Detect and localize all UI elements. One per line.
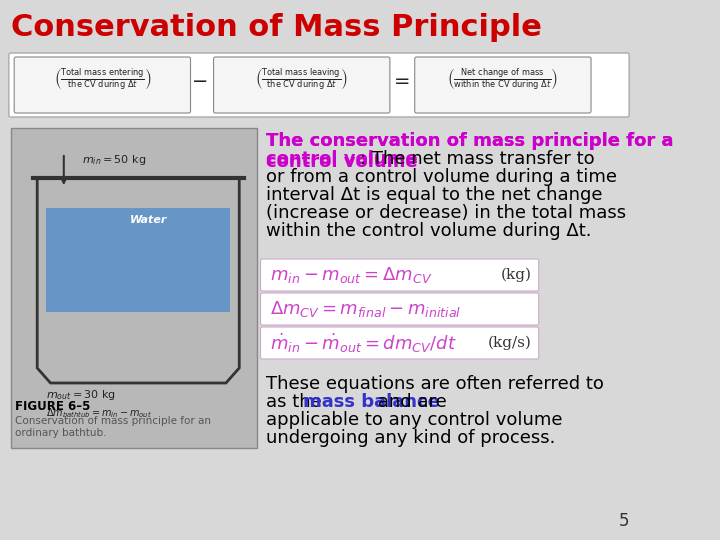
Text: The conservation of mass principle for a: The conservation of mass principle for a — [266, 132, 673, 150]
FancyBboxPatch shape — [9, 53, 629, 117]
Text: $m_{in} = 50\ \mathrm{kg}$: $m_{in} = 50\ \mathrm{kg}$ — [81, 153, 145, 167]
Text: and are: and are — [372, 393, 447, 411]
Text: 5: 5 — [618, 512, 629, 530]
FancyBboxPatch shape — [14, 57, 191, 113]
Text: $\left(\frac{\mathrm{Net\ change\ of\ mass}}{\mathrm{within\ the\ CV\ during\ }\: $\left(\frac{\mathrm{Net\ change\ of\ ma… — [447, 66, 559, 92]
Text: or from a control volume during a time: or from a control volume during a time — [266, 168, 617, 186]
Text: undergoing any kind of process.: undergoing any kind of process. — [266, 429, 555, 447]
Text: applicable to any control volume: applicable to any control volume — [266, 411, 562, 429]
Text: FIGURE 6–5: FIGURE 6–5 — [15, 400, 91, 413]
Text: $\Delta m_{bathtub} = m_{in} - m_{out}$: $\Delta m_{bathtub} = m_{in} - m_{out}$ — [46, 406, 152, 420]
Text: within the control volume during Δt.: within the control volume during Δt. — [266, 222, 591, 240]
Text: Conservation of mass principle for an: Conservation of mass principle for an — [15, 416, 211, 426]
FancyBboxPatch shape — [261, 327, 539, 359]
Text: (kg/s): (kg/s) — [487, 336, 531, 350]
FancyBboxPatch shape — [261, 293, 539, 325]
Text: $-$: $-$ — [192, 70, 207, 89]
Text: Water: Water — [130, 215, 167, 225]
Text: ordinary bathtub.: ordinary bathtub. — [15, 428, 107, 438]
Text: These equations are often referred to: These equations are often referred to — [266, 375, 603, 393]
Text: $\Delta m_{CV} = m_{final} - m_{initial}$: $\Delta m_{CV} = m_{final} - m_{initial}… — [270, 299, 462, 319]
Text: The conservation of mass principle for a control volume: The conservation of mass principle for a… — [266, 132, 673, 171]
FancyBboxPatch shape — [261, 259, 539, 291]
FancyBboxPatch shape — [415, 57, 591, 113]
FancyBboxPatch shape — [11, 128, 257, 448]
Text: $\dot{m}_{in} - \dot{m}_{out} = dm_{CV}/dt$: $\dot{m}_{in} - \dot{m}_{out} = dm_{CV}/… — [270, 332, 457, 355]
Text: interval Δt is equal to the net change: interval Δt is equal to the net change — [266, 186, 603, 204]
Text: (kg): (kg) — [500, 268, 531, 282]
Text: (increase or decrease) in the total mass: (increase or decrease) in the total mass — [266, 204, 626, 222]
Text: mass balance: mass balance — [303, 393, 440, 411]
Text: $\left(\frac{\mathrm{Total\ mass\ leaving}}{\mathrm{the\ CV\ during\ }\Delta t}\: $\left(\frac{\mathrm{Total\ mass\ leavin… — [256, 66, 348, 92]
Text: $m_{out} = 30\ \mathrm{kg}$: $m_{out} = 30\ \mathrm{kg}$ — [46, 388, 116, 402]
FancyBboxPatch shape — [214, 57, 390, 113]
Text: $\left(\frac{\mathrm{Total\ mass\ entering}}{\mathrm{the\ CV\ during\ }\Delta t}: $\left(\frac{\mathrm{Total\ mass\ enteri… — [53, 66, 151, 92]
Text: Conservation of Mass Principle: Conservation of Mass Principle — [11, 14, 541, 43]
Text: $=$: $=$ — [390, 70, 410, 89]
Text: : The net mass transfer to: : The net mass transfer to — [360, 150, 595, 168]
FancyBboxPatch shape — [46, 208, 230, 312]
Text: $m_{in} - m_{out} = \Delta m_{CV}$: $m_{in} - m_{out} = \Delta m_{CV}$ — [270, 265, 433, 285]
Text: control volume: control volume — [266, 150, 418, 168]
Text: as the: as the — [266, 393, 328, 411]
